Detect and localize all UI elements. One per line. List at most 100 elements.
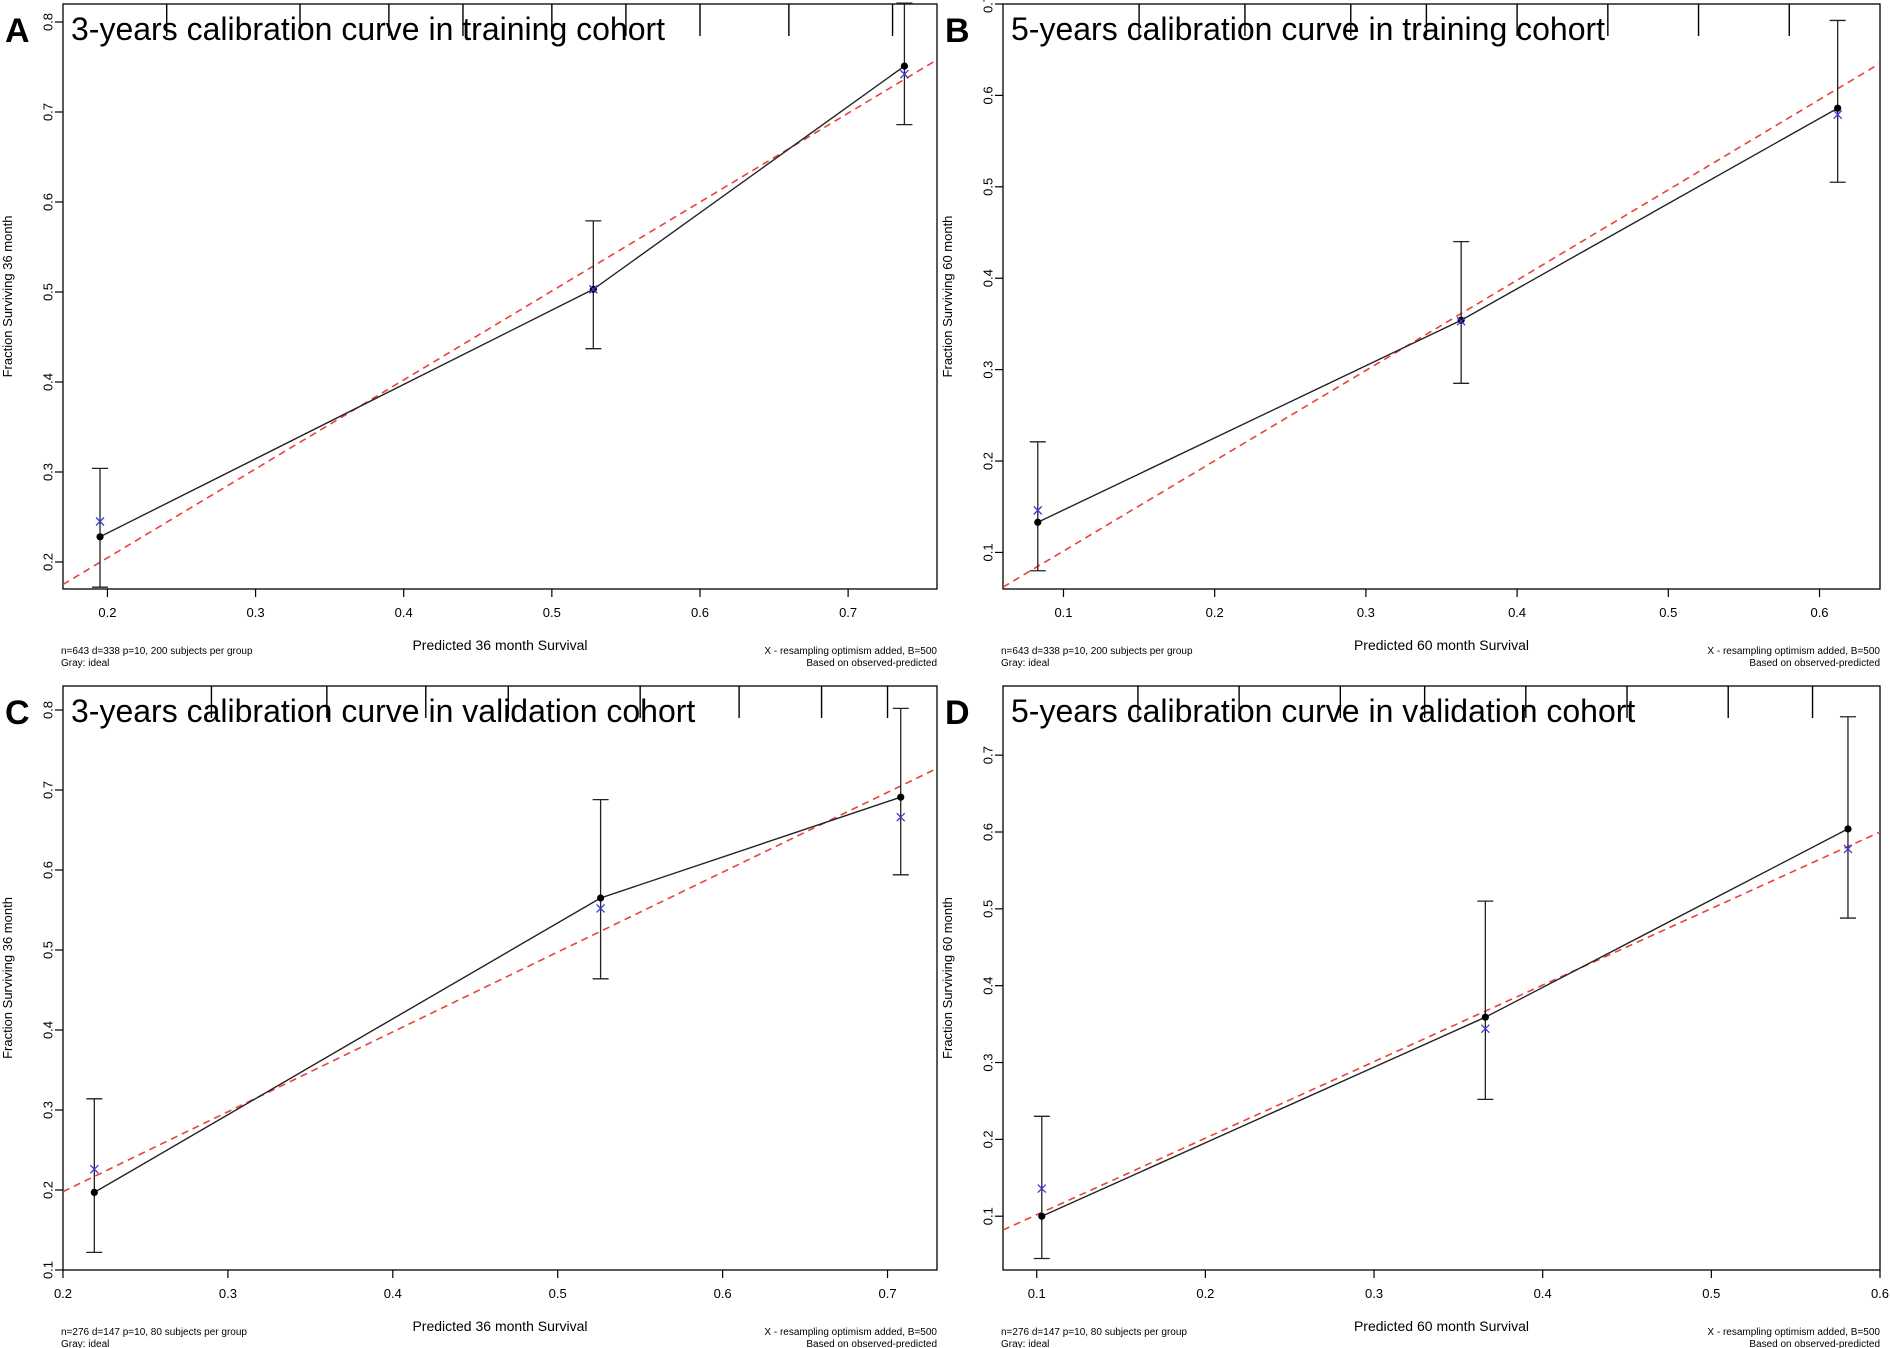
y-tick-label: 0.5 [980,900,995,918]
y-tick-label: 0.4 [980,977,995,995]
corrected-marker [588,284,598,294]
y-tick-label: 0.3 [980,1053,995,1071]
calibration-curve [99,65,905,538]
data-point-group [592,798,609,980]
x-tick-label: 0.4 [395,605,413,620]
footnote-right: X - resampling optimism added, B=500 [1707,1327,1880,1338]
y-axis-label: Fraction Surviving 60 month [940,216,955,378]
y-tick-label: 0.4 [40,1021,55,1039]
y-tick-label: 0.7 [980,746,995,764]
footnote-left: Gray: ideal [61,1339,109,1348]
x-axis-label: Predicted 60 month Survival [1354,637,1529,653]
panel-a: 0.2 0.3 0.4 0.5 0.6 0.7 0.2 0.3 0.4 0.5 0.6 0.7 0.8 3… [0,2,938,669]
ideal-line [1003,62,1880,588]
footnote-left: Gray: ideal [61,658,109,669]
y-tick-label: 0.5 [980,178,995,196]
x-tick-label: 0.4 [1534,1286,1552,1301]
x-tick-label: 0.6 [714,1286,732,1301]
panel-letter: B [945,12,970,50]
y-tick-label: 0.3 [40,1101,55,1119]
y-tick-label: 0.7 [40,103,55,121]
ideal-line [63,767,937,1193]
plot-frame [1002,3,1881,590]
observed-point [90,1188,98,1196]
y-tick-label: 0.4 [980,269,995,287]
x-tick-label: 0.5 [1659,605,1677,620]
x-tick-label: 0.3 [1365,1286,1383,1301]
data-point-group [1829,19,1846,183]
x-tick-label: 0.5 [1702,1286,1720,1301]
corrected-marker [1480,1024,1490,1034]
x-tick-label: 0.3 [219,1286,237,1301]
y-axis-label: Fraction Surviving 60 month [940,897,955,1059]
data-point-group [86,1098,103,1254]
data-point-group [1033,1115,1050,1260]
footnote-right: Based on observed-predicted [806,1339,937,1348]
x-tick-label: 0.2 [54,1286,72,1301]
data-point-group [892,707,909,876]
chart-title: 3-years calibration curve in training co… [71,11,665,47]
x-tick-label: 0.7 [878,1286,896,1301]
plot-frame [62,3,938,590]
x-tick-label: 0.6 [691,605,709,620]
plot-frame [1002,685,1881,1271]
x-tick-label: 0.2 [1196,1286,1214,1301]
y-tick-label: 0.1 [980,1207,995,1225]
x-tick-label: 0.2 [1206,605,1224,620]
plot-frame [62,685,938,1271]
panel-letter: A [5,12,30,50]
panel-letter: C [5,694,30,732]
panel-b: 0.1 0.2 0.3 0.4 0.5 0.6 0.1 0.2 0.3 0.4 0.5 0.6 0.7 5… [940,0,1881,669]
data-point-group [585,220,602,350]
x-axis-label: Predicted 60 month Survival [1354,1318,1529,1334]
x-tick-label: 0.6 [1871,1286,1889,1301]
ideal-line [1003,831,1880,1231]
y-tick-label: 0.3 [40,463,55,481]
panel-letter: D [945,694,970,732]
y-tick-label: 0.5 [40,941,55,959]
x-tick-label: 0.3 [247,605,265,620]
data-point-group [1477,900,1494,1101]
observed-point [596,894,605,902]
footnote-right: X - resampling optimism added, B=500 [764,1327,937,1338]
x-axis-label: Predicted 36 month Survival [412,637,587,653]
corrected-marker [1833,110,1843,120]
x-tick-label: 0.6 [1810,605,1828,620]
corrected-marker [95,517,105,526]
y-tick-label: 0.5 [40,283,55,301]
x-tick-label: 0.2 [98,605,116,620]
ideal-line [63,59,937,586]
y-tick-label: 0.7 [980,0,995,13]
observed-point [1844,825,1852,833]
y-tick-label: 0.2 [40,553,55,571]
y-tick-label: 0.6 [980,823,995,841]
data-point-group [1453,241,1470,384]
calibration-curve [93,796,901,1194]
y-tick-label: 0.2 [40,1181,55,1199]
observed-point [900,62,909,70]
corrected-marker [1037,1184,1047,1194]
corrected-marker [896,812,906,822]
footnote-left: Gray: ideal [1001,1339,1049,1348]
observed-point [897,793,905,801]
footnote-left: n=276 d=147 p=10, 80 subjects per group [1001,1327,1187,1338]
corrected-marker [1843,844,1853,854]
observed-point [1834,104,1842,112]
footnote-left: n=276 d=147 p=10, 80 subjects per group [61,1327,247,1338]
y-tick-label: 0.2 [980,1130,995,1148]
footnote-right: Based on observed-predicted [1749,658,1880,669]
y-tick-label: 0.6 [980,86,995,104]
x-tick-label: 0.3 [1357,605,1375,620]
observed-point [1034,518,1042,526]
x-tick-label: 0.1 [1028,1286,1046,1301]
x-axis-label: Predicted 36 month Survival [412,1318,587,1334]
corrected-marker [89,1164,99,1174]
data-point-group [1839,716,1856,919]
footnote-left: Gray: ideal [1001,658,1049,669]
panel-d: 0.1 0.2 0.3 0.4 0.5 0.6 0.1 0.2 0.3 0.4 0.5 0.6 0.7 5… [940,685,1889,1348]
data-point-group [92,467,109,588]
corrected-marker [1033,505,1043,515]
y-tick-label: 0.6 [40,193,55,211]
x-tick-label: 0.4 [384,1286,402,1301]
